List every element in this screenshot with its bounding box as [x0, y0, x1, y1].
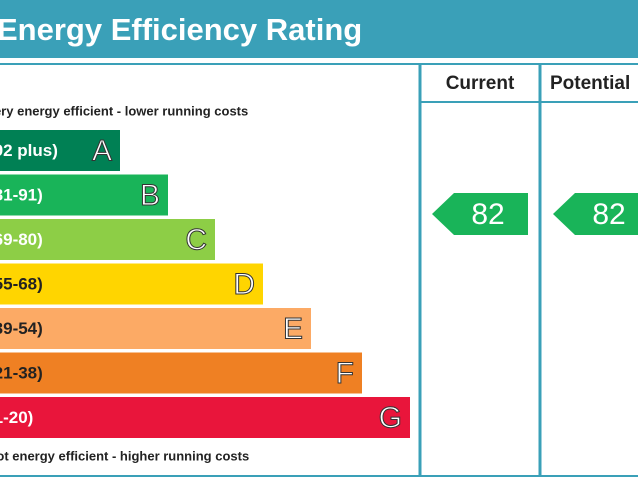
- band-letter: F: [336, 357, 354, 390]
- bottom-note: Not energy efficient - higher running co…: [0, 448, 249, 463]
- band: [0, 308, 311, 349]
- band-range: (21-38): [0, 363, 43, 382]
- band-letter: D: [233, 268, 255, 301]
- band-letter: G: [379, 401, 402, 434]
- band: [0, 130, 120, 171]
- band: [0, 263, 263, 305]
- top-note: Very energy efficient - lower running co…: [0, 103, 248, 118]
- rating-arrow: [432, 193, 528, 235]
- rating-value: 82: [471, 198, 504, 231]
- band: [0, 352, 362, 394]
- band-range: (69-80): [0, 230, 43, 249]
- band: [0, 397, 410, 438]
- title-bar: [0, 0, 638, 58]
- band-letter: A: [92, 134, 112, 167]
- rating-value: 82: [592, 198, 625, 231]
- title: Energy Efficiency Rating: [0, 12, 362, 47]
- column-header: Potential: [550, 73, 630, 94]
- band-range: (92 plus): [0, 141, 58, 160]
- rating-arrow: [553, 193, 638, 235]
- column-header: Current: [446, 73, 515, 94]
- band-letter: E: [283, 312, 303, 345]
- band: [0, 219, 215, 260]
- band-letter: B: [140, 179, 160, 212]
- band-range: (55-68): [0, 274, 43, 293]
- band-range: (39-54): [0, 319, 43, 338]
- band: [0, 174, 168, 216]
- band-letter: C: [185, 223, 207, 256]
- band-range: (81-91): [0, 185, 43, 204]
- band-range: (1-20): [0, 408, 33, 427]
